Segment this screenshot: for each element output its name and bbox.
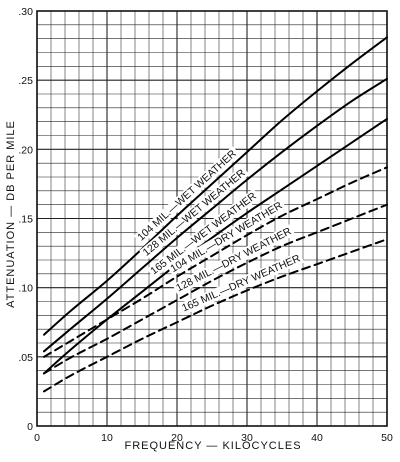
x-tick-label: 0 [34, 432, 40, 444]
plot-border [36, 10, 388, 427]
series-line [43, 77, 388, 353]
y-tick-label: .05 [18, 352, 33, 364]
grid [36, 10, 388, 427]
curve-label-background [146, 188, 261, 279]
y-tick-label: .20 [18, 144, 33, 156]
curve-label-background [172, 224, 296, 296]
plot-frame [36, 10, 388, 427]
x-tick-label: 30 [241, 432, 253, 444]
curve-label-background [133, 146, 241, 245]
series-line [43, 166, 388, 358]
series-line [43, 117, 388, 375]
series-line [43, 203, 388, 375]
x-tick-label: 20 [171, 432, 183, 444]
tick-labels: 0 10 20 30 40 50 0 .05 .10 .15 .20 .25 .30 [18, 6, 393, 444]
y-tick-label: .30 [18, 6, 33, 18]
curve-label-background [139, 165, 250, 260]
x-tick-label: 50 [381, 432, 393, 444]
x-tick-label: 40 [311, 432, 323, 444]
series-line [43, 36, 388, 336]
y-axis-label: ATTENUATION — DB PER MILE [5, 120, 17, 308]
y-tick-label: .15 [18, 214, 33, 226]
y-tick-label: 0 [27, 421, 33, 433]
y-tick-label: .10 [18, 283, 33, 295]
series-line [43, 238, 388, 393]
curve-label-background [178, 251, 305, 316]
x-tick-label: 10 [101, 432, 113, 444]
curve-label-background [166, 198, 287, 277]
curves [43, 36, 388, 393]
y-tick-label: .25 [18, 75, 33, 87]
x-axis-label: FREQUENCY — KILOCYCLES [124, 440, 301, 452]
